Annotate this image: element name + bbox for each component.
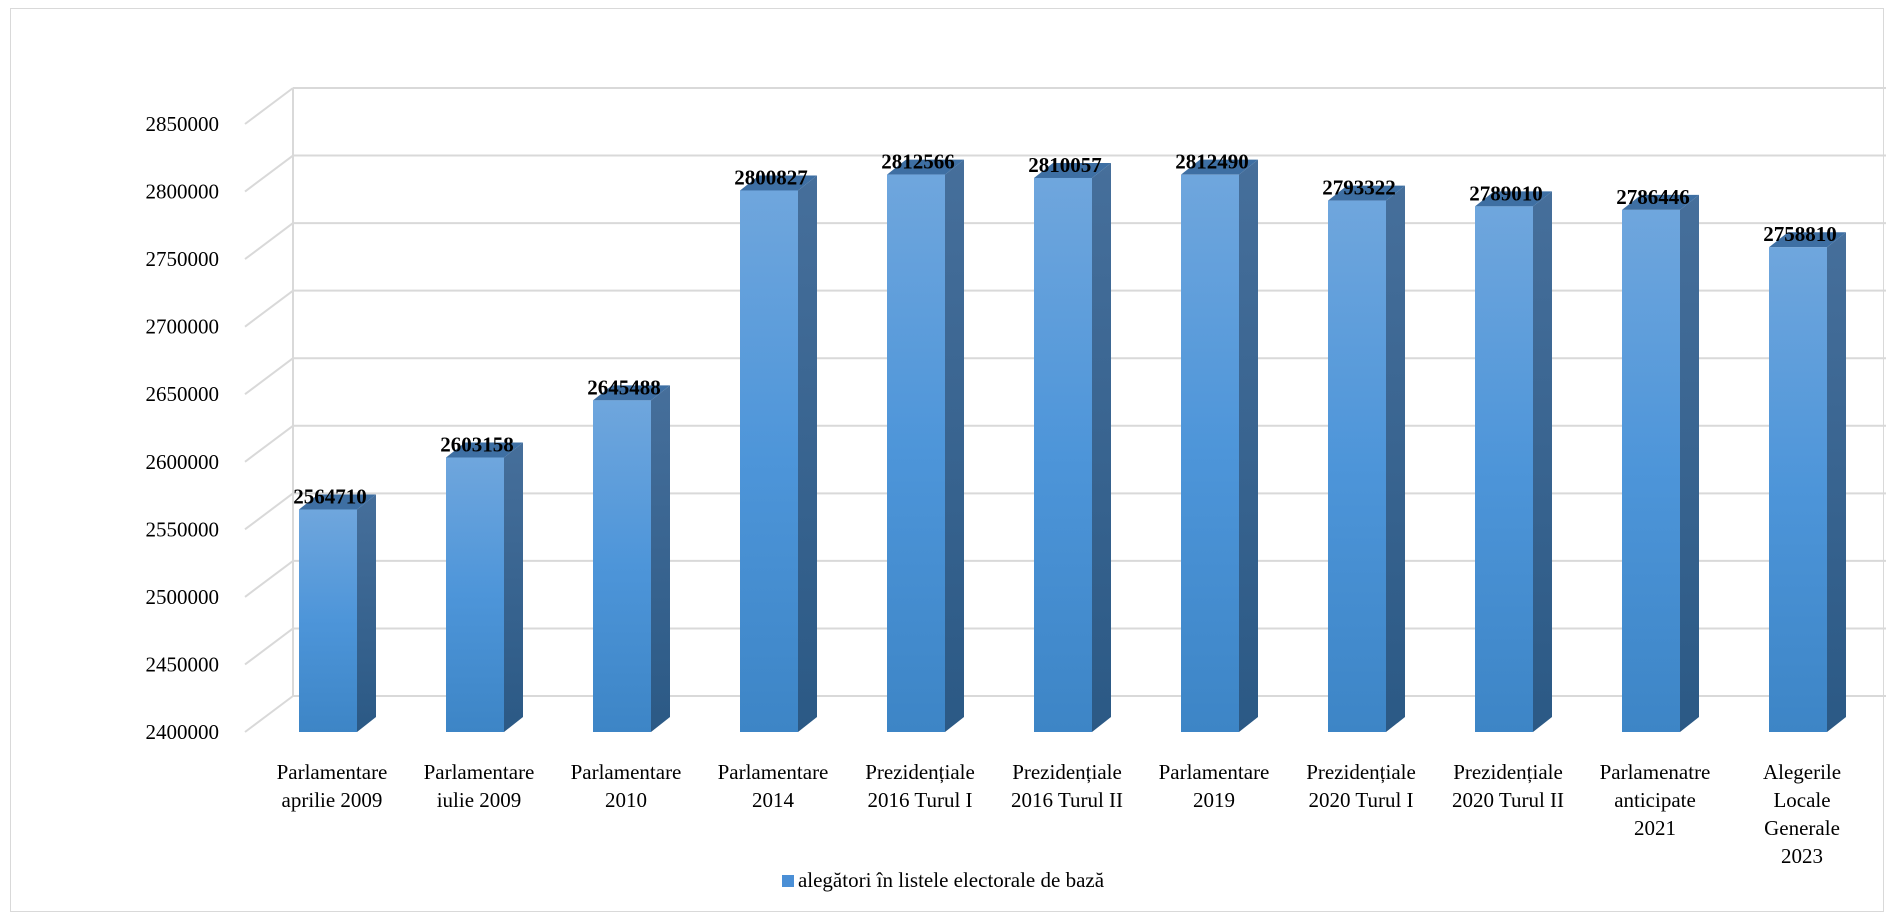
bar-top xyxy=(1328,185,1405,201)
bar-top xyxy=(593,385,670,401)
x-tick-label: Alegerile Locale Generale 2023 xyxy=(1763,760,1841,868)
bar xyxy=(1034,162,1111,733)
bar-top xyxy=(1181,159,1258,175)
bar-top xyxy=(446,442,523,458)
bar xyxy=(446,442,523,732)
bar xyxy=(1475,191,1552,732)
gridline-depth xyxy=(244,289,294,328)
bar-front xyxy=(1181,174,1239,732)
data-label: 2800827 xyxy=(734,165,808,189)
x-tick-label: Prezidențiale 2020 Turul II xyxy=(1452,760,1564,812)
bar-front xyxy=(446,457,504,732)
bar-side xyxy=(504,442,523,732)
x-tick-label: Prezidențiale 2020 Turul I xyxy=(1306,760,1416,812)
x-tick-label: Prezidențiale 2016 Turul I xyxy=(865,760,975,812)
bar-side xyxy=(1827,232,1846,732)
y-tick-label: 2650000 xyxy=(146,382,220,406)
bar-top xyxy=(1475,191,1552,207)
bar-top xyxy=(1769,232,1846,248)
legend-label: alegători în listele electorale de bază xyxy=(797,868,1105,892)
bar-top xyxy=(1622,194,1699,210)
data-label: 2810057 xyxy=(1028,153,1102,177)
gridline-depth xyxy=(244,357,294,396)
bar-front xyxy=(887,174,945,732)
gridline-depth xyxy=(244,222,294,260)
bar-front xyxy=(1034,177,1092,733)
y-tick-label: 2700000 xyxy=(146,315,220,339)
gridline-depth xyxy=(244,560,294,598)
y-tick-label: 2500000 xyxy=(146,585,220,609)
y-tick-label: 2400000 xyxy=(146,720,220,744)
x-tick-label: Parlamentare 2019 xyxy=(1159,760,1270,812)
y-tick-label: 2450000 xyxy=(146,652,220,676)
bar-side xyxy=(1092,162,1111,733)
bar-side xyxy=(945,159,964,732)
data-label: 2758810 xyxy=(1763,222,1837,246)
data-label: 2603158 xyxy=(440,433,514,457)
x-tick-label: Parlamentare 2010 xyxy=(571,760,682,812)
y-tick-label: 2850000 xyxy=(146,112,220,136)
gridline-depth xyxy=(244,87,294,125)
y-axis: 2400000 2450000 2500000 2550000 2600000 26500… xyxy=(146,112,220,744)
gridline-depth xyxy=(244,695,294,733)
bar-front xyxy=(593,400,651,732)
legend: alegători în listele electorale de bază xyxy=(0,868,1886,893)
bar-side xyxy=(1239,159,1258,732)
x-tick-label: Prezidențiale 2016 Turul II xyxy=(1011,760,1123,812)
gridline-depth xyxy=(244,627,294,666)
x-tick-label: Parlamentare aprilie 2009 xyxy=(277,760,388,812)
legend-swatch xyxy=(781,875,794,887)
x-tick-label: Parlamenatre anticipate 2021 xyxy=(1600,760,1711,840)
bar-side xyxy=(798,175,817,733)
bar-side xyxy=(1533,191,1552,732)
data-labels: 2564710 2603158 2645488 2800827 2812566 28100… xyxy=(293,150,1837,509)
bar-top xyxy=(299,494,376,510)
x-tick-label: Parlamentare 2014 xyxy=(718,760,829,812)
bar xyxy=(1769,232,1846,732)
bar xyxy=(740,175,817,733)
bar-side xyxy=(357,494,376,732)
bar xyxy=(1328,185,1405,733)
data-label: 2786446 xyxy=(1616,185,1690,209)
bar-front xyxy=(1769,247,1827,732)
bars xyxy=(299,159,1846,733)
bar-front xyxy=(1475,206,1533,732)
x-tick-label: Parlamentare iulie 2009 xyxy=(424,760,535,812)
bar xyxy=(1181,159,1258,732)
data-label: 2812490 xyxy=(1175,150,1249,174)
y-tick-label: 2550000 xyxy=(146,517,220,541)
data-label: 2793322 xyxy=(1322,176,1396,200)
bar-top xyxy=(1034,162,1111,178)
bar xyxy=(299,494,376,732)
bar-front xyxy=(740,190,798,733)
bar-top xyxy=(887,159,964,175)
gridline-depth xyxy=(244,424,294,463)
y-tick-label: 2800000 xyxy=(146,180,220,204)
bar-front xyxy=(1328,200,1386,733)
gridline-depth xyxy=(244,492,294,531)
y-tick-label: 2750000 xyxy=(146,247,220,271)
data-label: 2789010 xyxy=(1469,181,1543,205)
x-axis: Parlamentare aprilie 2009 Parlamentare iuli… xyxy=(277,760,1841,868)
data-label: 2645488 xyxy=(587,375,661,399)
gridline-depth xyxy=(244,154,294,193)
bar-top xyxy=(740,175,817,191)
bar xyxy=(593,385,670,732)
bar-side xyxy=(651,385,670,732)
bar-side xyxy=(1680,194,1699,732)
bar-side xyxy=(1386,185,1405,733)
data-label: 2812566 xyxy=(881,150,955,174)
bar-front xyxy=(1622,209,1680,732)
data-label: 2564710 xyxy=(293,484,367,508)
bar-front xyxy=(299,509,357,732)
y-tick-label: 2600000 xyxy=(146,450,220,474)
bar xyxy=(887,159,964,732)
bar xyxy=(1622,194,1699,732)
